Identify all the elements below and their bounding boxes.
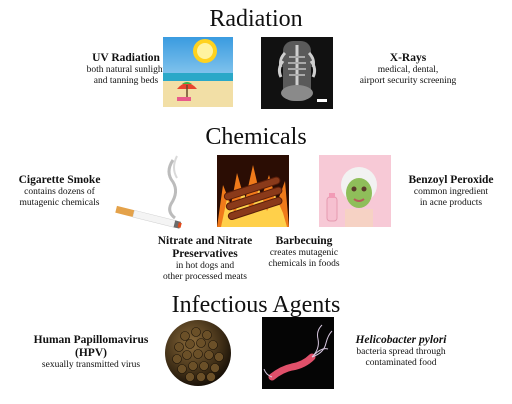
h-pylori-desc-line2: contaminated food [365, 358, 437, 368]
hpv-virus-image [163, 318, 233, 388]
cigarette-smoke-label: Cigarette Smoke contains dozens of mutag… [2, 174, 117, 209]
cigarette-smoke-desc-line1: contains dozens of [24, 187, 95, 197]
face-mask-image [319, 155, 391, 227]
h-pylori-desc-line1: bacteria spread through [356, 347, 446, 357]
uv-radiation-desc-line1: both natural sunlight [86, 65, 166, 75]
xrays-label: X-Rays medical, dental, airport security… [338, 52, 478, 87]
barbecuing-label: Barbecuing creates mutagenic chemicals i… [262, 235, 346, 270]
benzoyl-peroxide-name: Benzoyl Peroxide [408, 174, 494, 186]
barbecue-image [217, 155, 289, 227]
h-pylori-name: Helicobacter pylori [355, 334, 447, 346]
xrays-name: X-Rays [389, 52, 427, 64]
nitrate-preservatives-label: Nitrate and Nitrate Preservatives in hot… [146, 235, 264, 283]
hpv-label: Human Papillomavirus (HPV) sexually tran… [20, 334, 162, 371]
hpv-name-line2: (HPV) [75, 347, 107, 359]
barbecuing-desc-line2: chemicals in foods [268, 259, 340, 269]
barbecuing-desc-line1: creates mutagenic [269, 248, 339, 258]
uv-radiation-desc-line2: and tanning beds [93, 76, 159, 86]
nitrate-desc-line2: other processed meats [163, 272, 247, 282]
uv-radiation-name: UV Radiation [92, 52, 160, 64]
benzoyl-peroxide-desc-line2: in acne products [419, 198, 483, 208]
nitrate-name-line1: Nitrate and Nitrate [157, 235, 253, 247]
chemicals-heading: Chemicals [205, 124, 307, 150]
cigarette-image [113, 152, 185, 232]
barbecuing-name: Barbecuing [275, 235, 333, 247]
infectious-agents-heading: Infectious Agents [171, 292, 341, 318]
h-pylori-bacteria-image [262, 317, 334, 389]
hpv-desc: sexually transmitted virus [41, 360, 141, 370]
benzoyl-peroxide-desc-line1: common ingredient [413, 187, 489, 197]
h-pylori-label: Helicobacter pylori bacteria spread thro… [336, 334, 466, 369]
benzoyl-peroxide-label: Benzoyl Peroxide common ingredient in ac… [394, 174, 508, 209]
cigarette-smoke-name: Cigarette Smoke [18, 174, 101, 186]
xrays-desc-line1: medical, dental, [377, 65, 439, 75]
xray-image [261, 37, 333, 109]
nitrate-desc-line1: in hot dogs and [175, 261, 235, 271]
nitrate-name-line2: Preservatives [172, 248, 238, 260]
xrays-desc-line2: airport security screening [359, 76, 457, 86]
uv-radiation-label: UV Radiation both natural sunlight and t… [66, 52, 186, 87]
hpv-name-line1: Human Papillomavirus [33, 334, 149, 346]
radiation-heading: Radiation [209, 6, 303, 32]
beach-sun-image [163, 37, 233, 107]
cigarette-smoke-desc-line2: mutagenic chemicals [19, 198, 100, 208]
